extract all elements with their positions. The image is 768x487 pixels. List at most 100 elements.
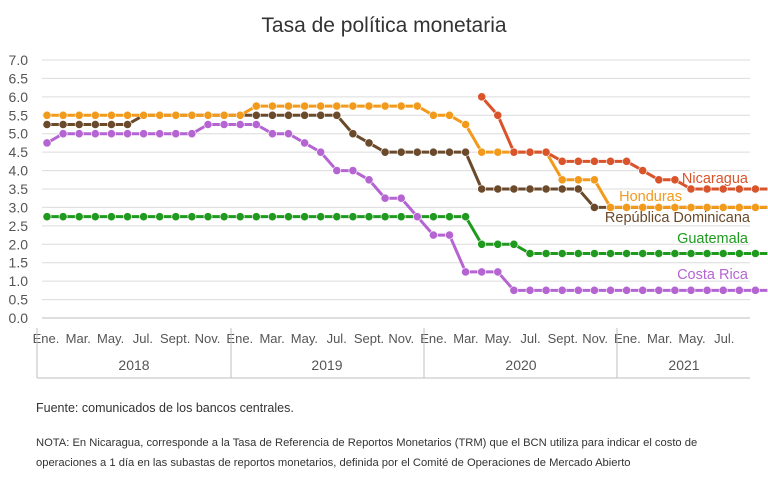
y-tick-label: 5.0 [9, 126, 29, 142]
data-point [203, 120, 213, 129]
data-point [638, 203, 648, 212]
data-point [316, 101, 326, 111]
data-point [509, 239, 519, 249]
data-point [42, 120, 52, 129]
y-tick-label: 4.5 [9, 144, 29, 160]
data-point [751, 249, 760, 258]
data-point [155, 212, 165, 222]
data-point [654, 175, 664, 185]
data-point [590, 203, 599, 212]
data-point [74, 120, 84, 129]
data-point [107, 110, 116, 120]
y-tick-label: 6.5 [9, 70, 29, 86]
data-point [187, 129, 197, 139]
data-point [718, 203, 728, 212]
data-point [74, 129, 84, 139]
data-point [670, 175, 680, 185]
data-point [332, 110, 342, 120]
data-point [622, 156, 631, 166]
data-point [573, 285, 583, 295]
series-label: Honduras [619, 189, 682, 205]
chart-title: Tasa de política monetaria [261, 14, 506, 37]
data-point [155, 129, 165, 139]
y-tick-label: 1.5 [9, 255, 29, 271]
data-point [412, 212, 422, 222]
data-point [316, 110, 326, 120]
series-line [47, 104, 768, 209]
x-tick-label: Ene. [226, 331, 253, 346]
data-point [734, 285, 744, 295]
x-tick-label: Ene. [420, 331, 447, 346]
data-point [509, 184, 519, 194]
data-point [74, 212, 84, 222]
data-point [187, 212, 197, 222]
data-point [751, 285, 760, 295]
data-point [718, 184, 728, 194]
data-point [42, 110, 52, 120]
data-point [638, 166, 648, 175]
data-point [251, 101, 261, 111]
data-point [557, 156, 567, 166]
series-line [47, 215, 768, 255]
data-point [380, 147, 390, 157]
data-point [541, 249, 551, 258]
data-point [300, 101, 309, 111]
data-point [364, 175, 374, 185]
data-point [348, 166, 358, 175]
data-point [590, 285, 599, 295]
data-point [107, 212, 116, 222]
data-point [654, 285, 664, 295]
data-point [622, 285, 631, 295]
data-point [396, 212, 406, 222]
data-point [445, 147, 454, 157]
data-point [557, 285, 567, 295]
data-point [412, 147, 422, 157]
series-group [42, 92, 768, 295]
data-point [123, 129, 132, 139]
x-tick-label: Mar. [453, 331, 478, 346]
data-point [90, 120, 100, 129]
data-point [606, 285, 615, 295]
data-point [525, 147, 535, 157]
x-tick-label: May. [97, 331, 124, 346]
data-point [364, 138, 374, 148]
chart: Tasa de política monetaria 0.0 0.5 1.0 1.5 2… [9, 14, 768, 379]
data-point [139, 212, 148, 222]
data-point [300, 212, 309, 222]
x-tick-label: Sept. [354, 331, 384, 346]
data-point [461, 120, 470, 129]
data-point [396, 101, 406, 111]
y-tick-label: 2.0 [9, 236, 29, 252]
data-point [590, 156, 599, 166]
data-point [332, 101, 342, 111]
data-point [251, 120, 261, 129]
data-point [332, 166, 342, 175]
data-point [412, 101, 422, 111]
data-point [107, 120, 116, 129]
data-point [300, 110, 309, 120]
data-point [702, 203, 712, 212]
note-text: NOTA: En Nicaragua, corresponde a la Tas… [36, 437, 698, 469]
series-label: Nicaragua [682, 171, 749, 187]
x-tick-label: Sept. [548, 331, 578, 346]
data-point [525, 285, 535, 295]
data-point [686, 184, 696, 194]
data-point [74, 110, 84, 120]
y-tick-label: 0.5 [9, 292, 29, 308]
data-point [348, 129, 358, 139]
data-point [428, 110, 438, 120]
data-point [493, 184, 503, 194]
year-label: 2018 [118, 357, 149, 373]
data-point [734, 203, 744, 212]
data-point [171, 110, 181, 120]
data-point [445, 110, 454, 120]
y-tick-label: 3.0 [9, 199, 29, 215]
data-point [42, 138, 52, 148]
data-point [557, 175, 567, 185]
data-point [509, 147, 519, 157]
series-nicaragua [477, 92, 768, 194]
data-point [348, 101, 358, 111]
data-point [267, 101, 277, 111]
x-tick-label: Nov. [582, 331, 608, 346]
